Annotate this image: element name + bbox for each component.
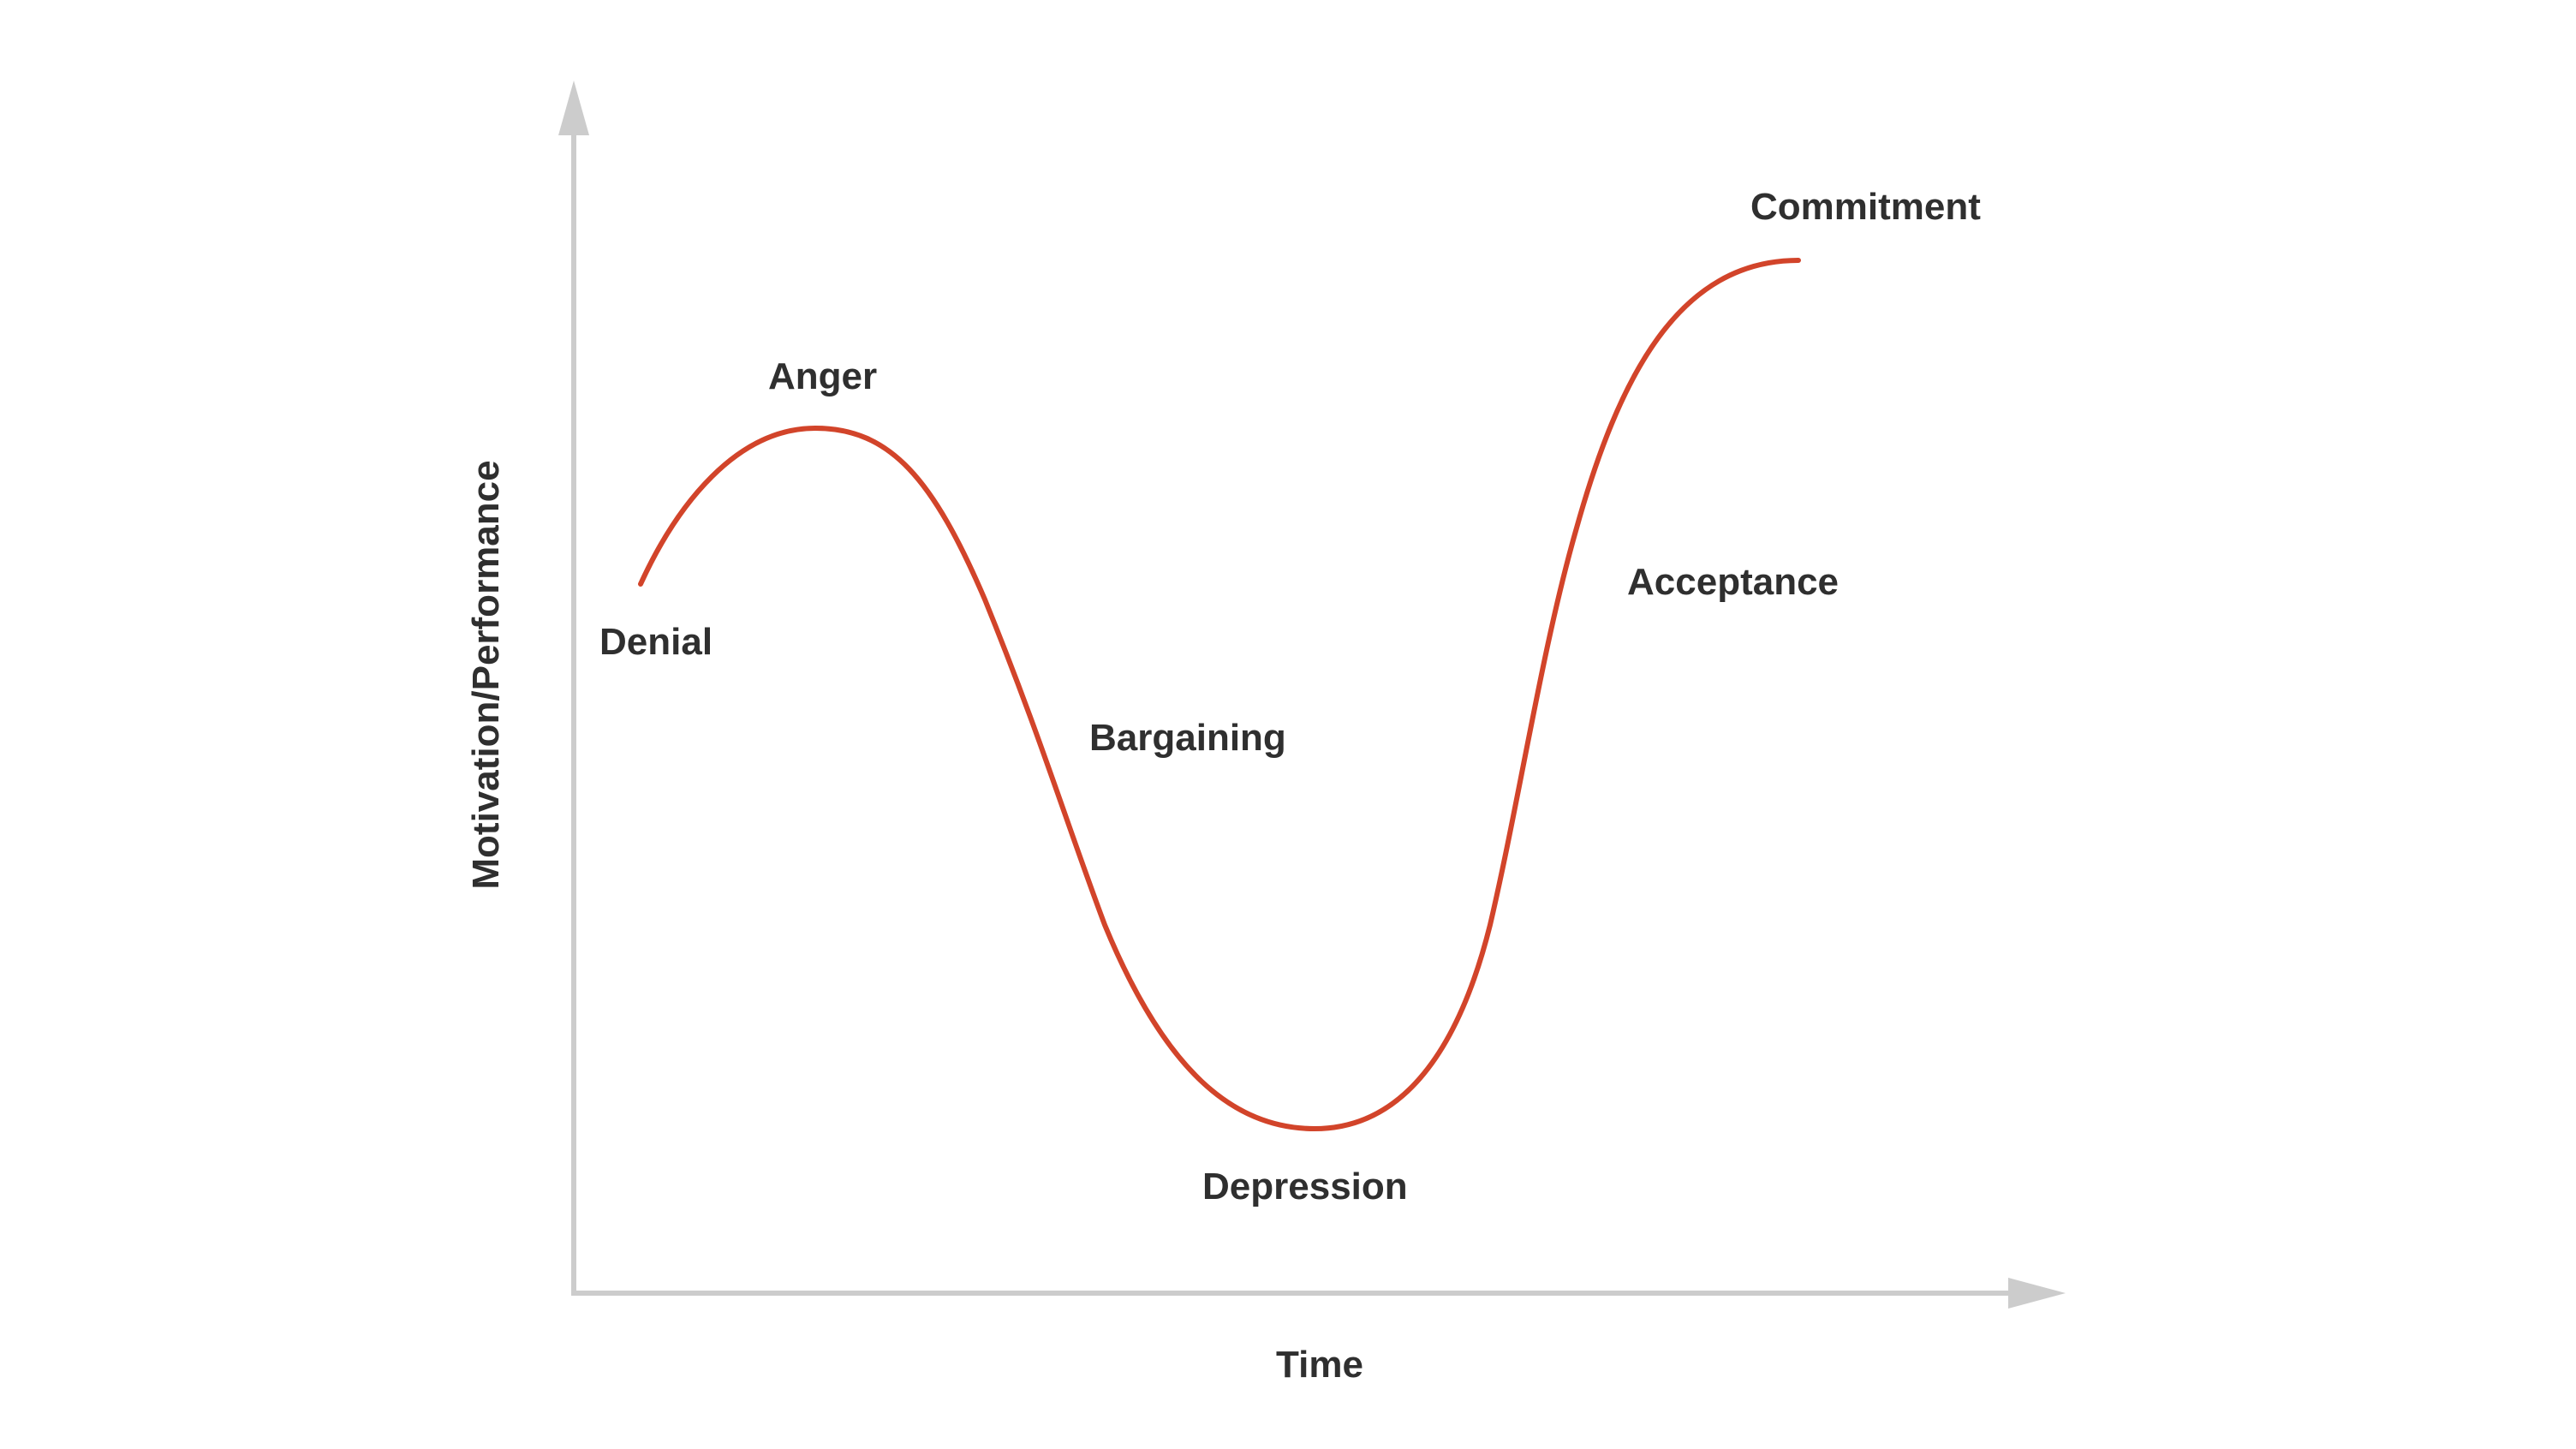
x-axis-arrow-icon	[2008, 1278, 2066, 1309]
y-axis-arrow-icon	[558, 80, 589, 135]
axes	[558, 80, 2066, 1309]
stage-label-commitment: Commitment	[1750, 186, 1981, 228]
stage-label-bargaining: Bargaining	[1089, 717, 1286, 759]
stage-label-depression: Depression	[1202, 1166, 1408, 1208]
stage-label-acceptance: Acceptance	[1627, 561, 1839, 603]
stage-label-anger: Anger	[768, 355, 877, 397]
change-curve-line	[638, 258, 1801, 1132]
stage-label-denial: Denial	[599, 621, 713, 663]
y-axis-title: Motivation/Performance	[465, 460, 507, 889]
x-axis-title: Time	[1276, 1344, 1363, 1386]
